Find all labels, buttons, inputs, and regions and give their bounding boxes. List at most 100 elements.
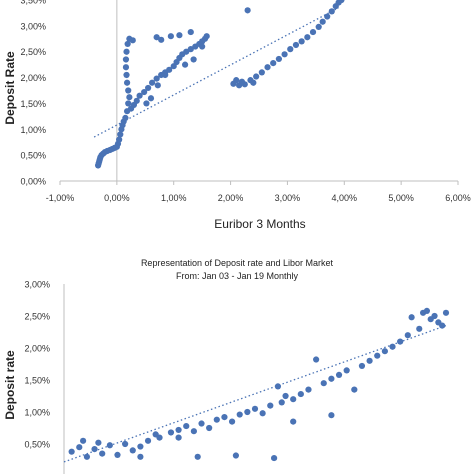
y-tick-label: 1,50% — [24, 376, 50, 386]
data-point — [250, 79, 257, 86]
trendline — [93, 7, 339, 138]
data-point — [233, 77, 240, 84]
data-point — [122, 56, 130, 63]
x-tick-label: 6,00% — [445, 193, 471, 203]
data-point — [221, 414, 228, 421]
data-point — [122, 64, 130, 71]
data-point — [124, 40, 131, 48]
data-point — [236, 411, 243, 418]
data-point — [198, 420, 205, 427]
data-point — [381, 348, 388, 355]
data-point — [343, 367, 350, 374]
data-point — [68, 448, 75, 455]
data-point — [175, 426, 182, 434]
data-point — [190, 56, 197, 63]
trendline — [63, 324, 447, 463]
x-tick-label: 5,00% — [388, 193, 414, 203]
y-tick-label: 2,50% — [24, 312, 50, 322]
data-point — [125, 100, 132, 107]
data-point — [290, 418, 297, 425]
data-point — [238, 78, 246, 85]
data-point — [143, 100, 150, 107]
data-point — [99, 450, 106, 457]
data-point — [183, 422, 190, 430]
chart-bottom-ylabel: Deposit rate — [3, 350, 17, 420]
data-point — [251, 405, 259, 412]
chart-bottom-title: Representation of Deposit rate and Libor… — [141, 258, 334, 268]
data-point — [123, 79, 131, 86]
y-tick-label: 1,00% — [20, 125, 46, 135]
data-point — [275, 55, 282, 63]
data-point — [167, 33, 174, 40]
data-point — [267, 402, 274, 409]
data-point — [244, 408, 251, 416]
data-point — [274, 383, 282, 390]
data-point — [358, 362, 366, 370]
data-point — [328, 8, 335, 15]
data-point — [313, 356, 320, 363]
data-point — [232, 452, 239, 459]
data-point — [203, 33, 210, 40]
y-tick-label: 3,00% — [24, 280, 50, 290]
data-point — [199, 43, 206, 50]
data-point — [76, 444, 83, 451]
x-tick-label: 4,00% — [332, 193, 358, 203]
data-point — [206, 424, 213, 432]
chart-bottom-subtitle: From: Jan 03 - Jan 19 Monthly — [176, 271, 299, 281]
y-tick-label: 1,50% — [20, 99, 46, 109]
data-point — [190, 428, 197, 435]
data-point — [408, 314, 415, 321]
y-tick-label: 0,50% — [20, 151, 46, 161]
data-point — [374, 352, 381, 359]
x-tick-label: 2,00% — [218, 193, 244, 203]
data-point — [253, 73, 260, 80]
data-point — [175, 434, 182, 441]
data-point — [147, 95, 155, 102]
data-point — [153, 34, 160, 41]
y-tick-label: 1,00% — [24, 408, 50, 418]
data-point — [181, 61, 189, 68]
data-point — [304, 34, 311, 41]
data-point — [117, 131, 124, 138]
data-point — [122, 440, 129, 448]
data-point — [264, 64, 271, 71]
data-point — [176, 32, 183, 39]
data-point — [167, 429, 175, 436]
data-point — [136, 92, 143, 99]
y-tick-label: 0,50% — [24, 440, 50, 450]
x-tick-label: 1,00% — [161, 193, 187, 203]
y-tick-label: 2,00% — [24, 344, 50, 354]
data-point — [152, 431, 159, 438]
data-point — [259, 410, 266, 417]
data-point — [80, 437, 87, 444]
data-point — [83, 453, 91, 460]
data-point — [442, 309, 450, 316]
data-point — [126, 94, 133, 101]
data-point — [95, 439, 102, 446]
y-tick-label: 0,00% — [20, 177, 46, 187]
data-point — [439, 322, 446, 329]
data-point — [319, 18, 326, 25]
data-point — [145, 84, 152, 92]
x-tick-label: -1,00% — [46, 193, 75, 203]
data-point — [328, 412, 335, 419]
data-point — [416, 325, 423, 332]
data-point — [137, 443, 144, 450]
data-point — [154, 82, 161, 89]
data-point — [162, 71, 169, 79]
data-point — [166, 66, 173, 73]
data-point — [244, 7, 251, 14]
data-point — [287, 46, 294, 53]
data-point — [183, 48, 190, 55]
data-point — [187, 28, 194, 36]
data-point — [158, 36, 165, 43]
data-point — [270, 59, 277, 67]
data-point — [305, 386, 312, 393]
data-point — [315, 23, 322, 30]
data-point — [228, 418, 236, 425]
data-point — [213, 416, 220, 423]
data-point — [129, 37, 136, 44]
data-point — [144, 437, 152, 444]
data-point — [106, 442, 113, 449]
data-point — [298, 38, 305, 45]
